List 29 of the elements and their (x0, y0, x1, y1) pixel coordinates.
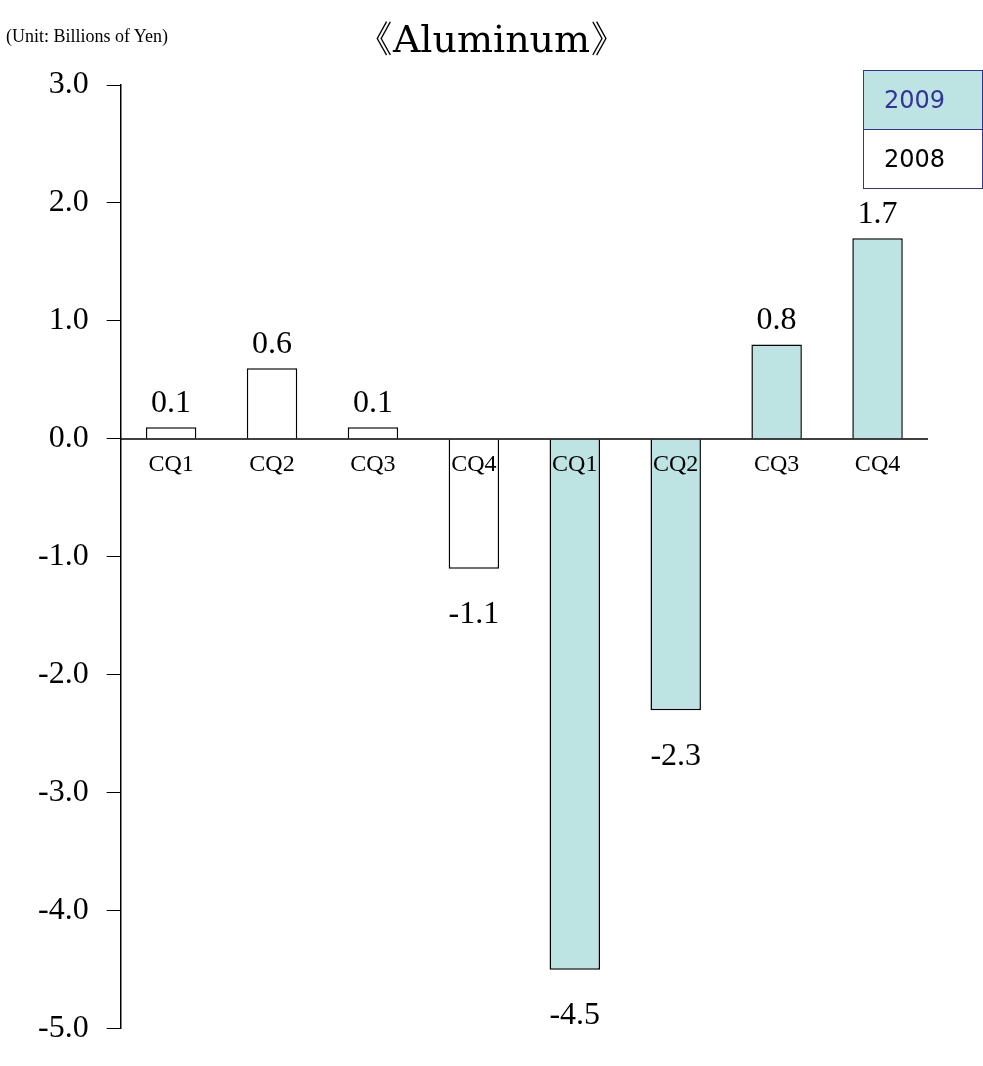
y-tick-label: -2.0 (38, 654, 89, 691)
x-tick-label: CQ2 (653, 450, 699, 477)
data-label: 0.1 (151, 382, 192, 419)
text: 2008 (864, 129, 982, 188)
y-tick-label: 1.0 (48, 300, 89, 337)
data-label: 0.1 (352, 382, 393, 419)
x-tick-label: CQ3 (350, 450, 396, 477)
y-tick-label: -1.0 (38, 536, 89, 573)
data-label: 0.6 (252, 323, 293, 360)
y-tick-label: 2.0 (48, 182, 89, 219)
y-tick-label: -5.0 (38, 1008, 89, 1045)
data-label: -2.3 (650, 735, 702, 772)
y-tick-label: -3.0 (38, 772, 89, 809)
x-tick-label: CQ2 (249, 450, 295, 477)
x-tick-label: CQ3 (753, 450, 800, 477)
x-tick-label: CQ1 (552, 450, 598, 477)
x-tick-label: CQ4 (451, 450, 497, 477)
x-tick-label: CQ1 (148, 450, 194, 477)
data-label: 0.8 (756, 299, 797, 336)
chart-title: 《Aluminum》 (354, 17, 629, 61)
data-label: -4.5 (549, 995, 601, 1032)
text: (Unit: Billions of Yen) (6, 26, 169, 47)
data-label: -1.1 (448, 594, 500, 631)
y-tick-label: -4.0 (38, 890, 89, 927)
y-tick-label: 3.0 (48, 64, 89, 101)
text: 2009 (864, 71, 982, 129)
data-label: 1.7 (857, 193, 898, 230)
y-tick-label: 0.0 (48, 418, 89, 455)
x-tick-label: CQ4 (854, 450, 901, 477)
